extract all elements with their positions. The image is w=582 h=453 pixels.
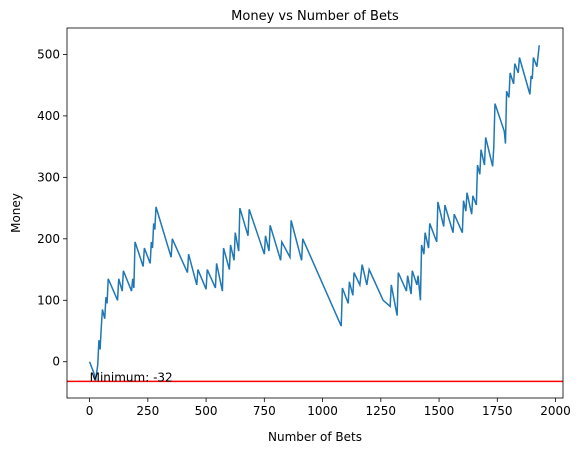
x-tick-label: 1000 [307, 404, 338, 418]
y-tick-label: 100 [37, 293, 60, 307]
y-tick-label: 0 [52, 355, 60, 369]
minimum-annotation: Minimum: -32 [90, 370, 173, 384]
y-tick-label: 300 [37, 170, 60, 184]
x-tick-label: 1750 [482, 404, 513, 418]
x-tick-label: 2000 [540, 404, 571, 418]
x-tick-label: 0 [86, 404, 94, 418]
y-tick-label: 500 [37, 47, 60, 61]
money-line [88, 45, 540, 382]
x-tick-label: 1500 [424, 404, 455, 418]
y-tick-label: 400 [37, 109, 60, 123]
plot-frame [66, 27, 564, 399]
x-tick-label: 750 [253, 404, 276, 418]
x-tick-label: 500 [195, 404, 218, 418]
x-axis-label: Number of Bets [268, 430, 362, 444]
y-tick-label: 200 [37, 232, 60, 246]
x-tick-label: 1250 [366, 404, 397, 418]
chart-title: Money vs Number of Bets [231, 9, 399, 24]
y-axis-label: Money [9, 193, 23, 233]
x-tick-label: 250 [136, 404, 159, 418]
